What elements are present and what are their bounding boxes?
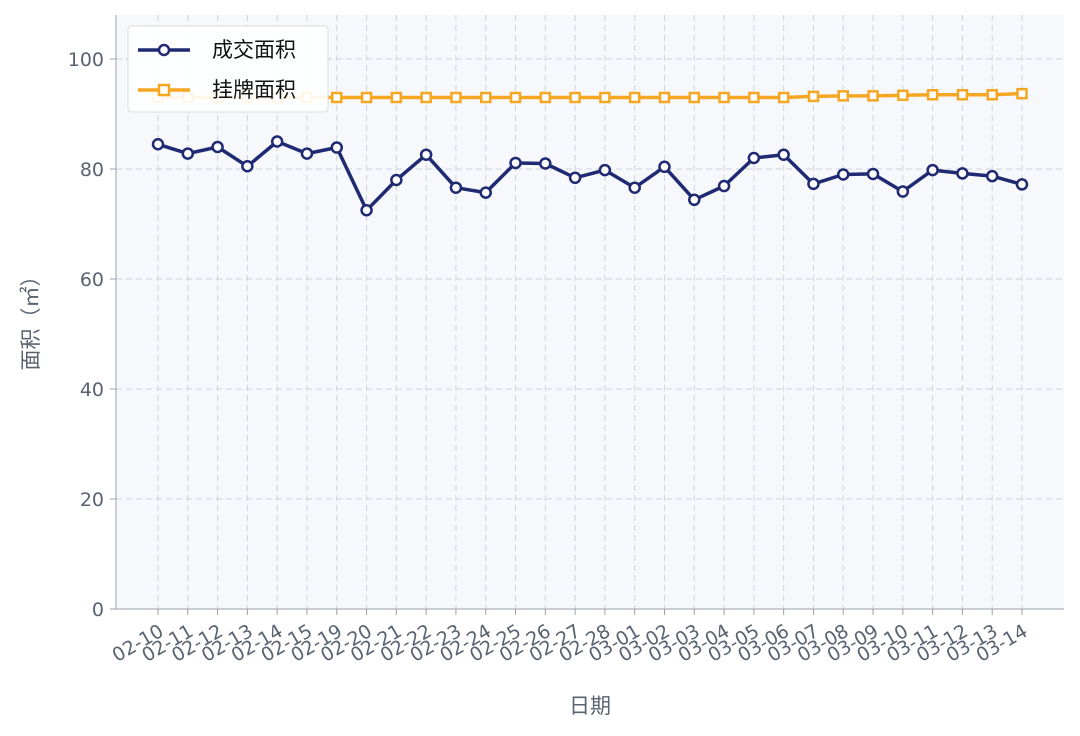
data-point [777, 91, 790, 104]
data-point [926, 163, 939, 177]
data-point [360, 204, 373, 217]
data-point [836, 168, 850, 181]
legend-label-series-1: 成交面积 [212, 38, 296, 62]
data-point [211, 140, 224, 154]
data-point [300, 147, 314, 160]
data-point [569, 91, 581, 104]
data-point [777, 148, 790, 161]
data-point [807, 90, 820, 103]
data-point [837, 90, 849, 102]
data-point [956, 89, 969, 101]
data-point [628, 91, 641, 104]
data-point [658, 160, 671, 174]
data-point [1015, 178, 1029, 191]
data-point [807, 177, 820, 191]
axes [110, 15, 1064, 615]
y-tick-label: 20 [80, 489, 104, 511]
y-tick-label: 100 [68, 49, 104, 71]
data-point [270, 135, 284, 148]
y-tick-label: 0 [92, 599, 104, 621]
data-point [688, 91, 701, 104]
data-point [479, 91, 492, 104]
y-tick-label: 60 [80, 269, 104, 291]
x-axis-title: 日期 [569, 694, 611, 718]
data-point [539, 157, 552, 170]
data-point [986, 89, 998, 101]
data-point [599, 91, 611, 104]
data-point [449, 181, 463, 194]
plot-background [116, 15, 1064, 609]
data-point [331, 91, 343, 104]
data-point [568, 171, 582, 185]
data-point [509, 91, 522, 104]
series-1 [151, 135, 1029, 217]
data-point [867, 90, 879, 102]
data-point [181, 147, 195, 160]
data-point [420, 91, 432, 104]
legend-label-series-2: 挂牌面积 [212, 78, 296, 102]
data-point [390, 91, 403, 104]
data-point [688, 193, 701, 207]
data-point [926, 89, 939, 101]
data-point [598, 163, 612, 177]
data-point [241, 160, 254, 173]
data-point [390, 173, 403, 187]
legend: 成交面积 挂牌面积 [127, 25, 329, 113]
data-point [748, 91, 760, 104]
legend-marker-series-1 [157, 43, 171, 57]
data-point [866, 167, 880, 181]
data-point [985, 169, 999, 183]
data-point [539, 91, 552, 104]
y-tick-label: 80 [80, 159, 104, 181]
data-point [450, 91, 462, 104]
grid [116, 15, 1064, 610]
data-point [658, 91, 671, 104]
y-tick-label: 40 [80, 379, 104, 401]
data-point [717, 179, 731, 193]
data-point [747, 151, 761, 165]
data-point [479, 186, 492, 199]
data-point [628, 181, 641, 194]
data-point [360, 91, 373, 104]
data-point [718, 91, 730, 104]
data-point [897, 89, 909, 102]
data-point [330, 141, 344, 154]
data-point [956, 167, 969, 180]
data-point [1016, 87, 1028, 100]
data-point [896, 185, 910, 198]
data-point [419, 148, 433, 161]
y-axis-title: 面积（㎡） [19, 266, 43, 371]
data-point [151, 138, 165, 151]
data-point [509, 156, 522, 170]
legend-marker-series-2 [157, 83, 171, 97]
